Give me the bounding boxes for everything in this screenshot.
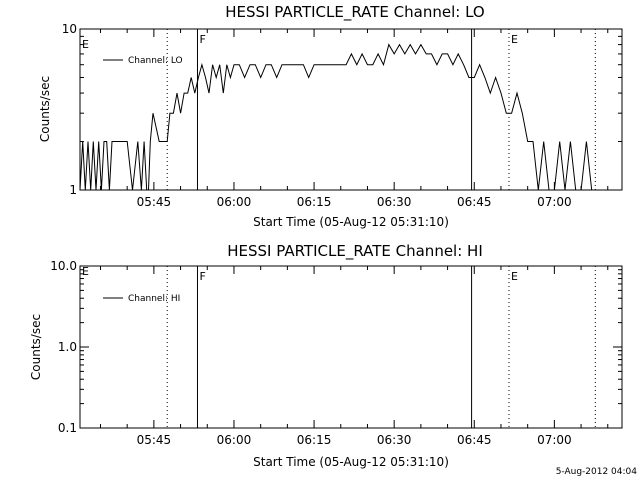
y-tick-label-hi: 1.0 bbox=[58, 340, 77, 354]
x-tick-label-lo: 05:45 bbox=[137, 195, 172, 209]
x-tick-label-hi: 06:00 bbox=[217, 433, 252, 447]
series-lo bbox=[79, 43, 603, 191]
event-label-hi: E bbox=[511, 270, 518, 283]
event-label-lo: F bbox=[199, 33, 205, 46]
x-tick-label-lo: 06:45 bbox=[457, 195, 492, 209]
y-tick-label-hi: 0.1 bbox=[58, 421, 77, 435]
x-tick-label-hi: 07:00 bbox=[537, 433, 572, 447]
edge-label-lo: E bbox=[82, 38, 89, 51]
y-tick-label-lo: 1 bbox=[69, 183, 77, 197]
x-tick-label-hi: 06:45 bbox=[457, 433, 492, 447]
panel-hi: HESSI PARTICLE_RATE Channel: HI Counts/s… bbox=[29, 242, 623, 469]
plot-frame-lo bbox=[79, 28, 623, 191]
x-tick-label-hi: 06:30 bbox=[377, 433, 412, 447]
legend-label-lo: Channel: LO bbox=[128, 56, 183, 66]
event-label-hi: F bbox=[199, 270, 205, 283]
y-axis-label-lo: Counts/sec bbox=[38, 76, 52, 142]
x-tick-label-lo: 07:00 bbox=[537, 195, 572, 209]
footer-timestamp: 5-Aug-2012 04:04 bbox=[556, 467, 638, 477]
chart-title-hi: HESSI PARTICLE_RATE Channel: HI bbox=[227, 242, 483, 261]
legend-label-hi: Channel: HI bbox=[128, 294, 180, 304]
x-tick-label-lo: 06:15 bbox=[297, 195, 332, 209]
legend-hi: Channel: HI bbox=[103, 294, 180, 304]
chart-title-lo: HESSI PARTICLE_RATE Channel: LO bbox=[225, 3, 484, 22]
series-line-lo bbox=[79, 43, 603, 191]
x-tick-label-lo: 06:00 bbox=[217, 195, 252, 209]
y-tick-label-hi: 10.0 bbox=[50, 259, 77, 273]
edge-label-hi: E bbox=[82, 265, 89, 278]
axis-ticks-hi: 05:45 06:00 06:15 06:30 06:45 07:00 0.1 1.0 10.0 bbox=[50, 259, 622, 447]
y-tick-label-lo: 10 bbox=[62, 22, 77, 36]
y-axis-label-hi: Counts/sec bbox=[29, 314, 43, 380]
panel-lo: HESSI PARTICLE_RATE Channel: LO Counts/s… bbox=[38, 3, 623, 229]
x-axis-label-lo: Start Time (05-Aug-12 05:31:10) bbox=[253, 215, 449, 229]
x-axis-label-hi: Start Time (05-Aug-12 05:31:10) bbox=[253, 455, 449, 469]
x-tick-label-hi: 06:15 bbox=[297, 433, 332, 447]
event-label-lo: E bbox=[511, 33, 518, 46]
plot-frame-hi bbox=[79, 265, 623, 429]
x-tick-label-lo: 06:30 bbox=[377, 195, 412, 209]
x-tick-label-hi: 05:45 bbox=[137, 433, 172, 447]
axis-ticks-lo: 05:45 06:00 06:15 06:30 06:45 07:00 1 10 bbox=[62, 22, 622, 209]
legend-lo: Channel: LO bbox=[103, 56, 183, 66]
